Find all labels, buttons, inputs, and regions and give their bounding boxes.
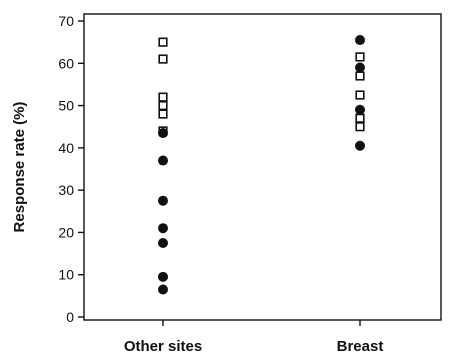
y-axis-title: Response rate (%): [11, 102, 28, 233]
plot-border: [83, 13, 442, 321]
data-point-square: [158, 37, 168, 47]
data-point-circle: [158, 128, 168, 139]
y-tick-label: 10: [58, 267, 74, 283]
data-point-circle: [355, 104, 365, 115]
data-point-square: [355, 71, 365, 81]
data-point-circle: [355, 35, 365, 46]
x-category-label: Other sites: [124, 338, 202, 355]
data-point-circle: [158, 284, 168, 295]
x-axis: Other sites Breast: [124, 320, 384, 355]
data-point-circle: [355, 140, 365, 151]
y-tick-label: 70: [58, 13, 74, 29]
y-tick-label: 0: [66, 309, 74, 325]
data-point-circle: [158, 238, 168, 248]
plot-frame: [83, 13, 442, 321]
data-point-square: [158, 92, 168, 102]
data-point-square: [158, 54, 168, 64]
y-tick-label: 20: [58, 224, 74, 240]
data-point-circle: [158, 223, 168, 234]
y-tick-label: 40: [58, 140, 74, 156]
y-tick-label: 30: [58, 182, 74, 198]
y-tick-label: 50: [58, 98, 74, 114]
data-point-circle: [158, 195, 168, 206]
data-point-circle: [158, 271, 168, 282]
data-point-circle: [355, 62, 365, 73]
data-point-square: [355, 113, 365, 123]
data-points: [158, 35, 365, 295]
data-point-square: [158, 109, 168, 119]
y-tick-label: 60: [58, 55, 74, 71]
data-point-square: [355, 90, 365, 100]
data-point-circle: [158, 155, 168, 166]
x-category-label: Breast: [337, 338, 384, 355]
data-point-square: [158, 100, 168, 111]
data-point-square: [355, 52, 365, 62]
data-point-square: [355, 122, 365, 132]
y-axis: 0 10 20 30 40 50 60 70: [58, 13, 84, 325]
